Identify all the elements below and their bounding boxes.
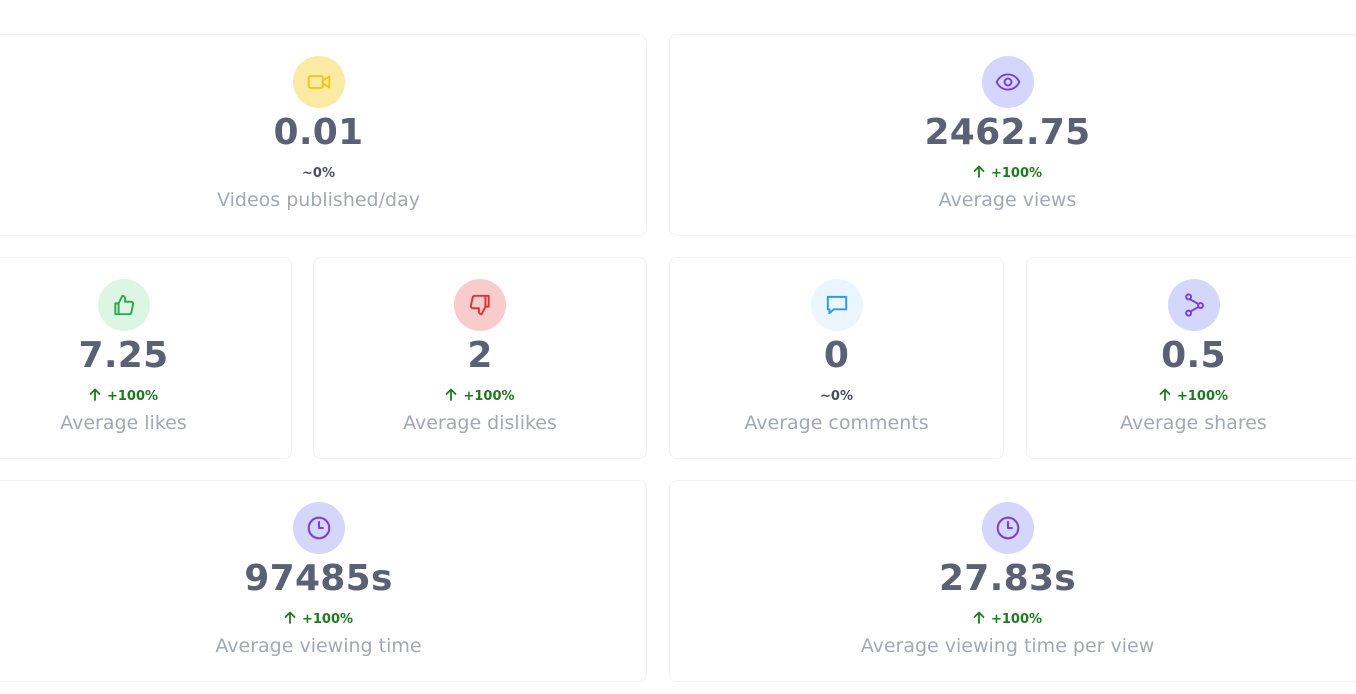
thumbs-down-icon — [454, 279, 506, 331]
arrow-up-icon — [973, 611, 985, 630]
stat-label: Average dislikes — [403, 412, 557, 434]
stat-card-average-likes: 7.25 +100% Average likes — [0, 257, 292, 459]
stat-card-videos-published: 0.01 ~0% Videos published/day — [0, 34, 647, 236]
arrow-up-icon — [89, 388, 101, 407]
stat-card-average-comments: 0 ~0% Average comments — [669, 257, 1004, 459]
arrow-up-icon — [445, 388, 457, 407]
stat-value: 0.5 — [1161, 335, 1226, 376]
stat-label: Average views — [938, 189, 1077, 211]
arrow-up-icon — [284, 611, 296, 630]
clock-icon — [292, 502, 345, 554]
stat-card-average-dislikes: 2 +100% Average dislikes — [313, 257, 647, 459]
arrow-up-icon — [1159, 388, 1171, 407]
stat-change: +100% — [670, 611, 1345, 630]
stat-value: 0.01 — [273, 112, 364, 153]
stat-change: ~0% — [302, 166, 335, 181]
stat-value: 7.25 — [78, 335, 169, 376]
stat-value: 2 — [467, 335, 493, 376]
stat-change: +100% — [314, 388, 646, 407]
stat-label: Average shares — [1120, 412, 1267, 434]
thumbs-up-icon — [97, 279, 150, 331]
stat-label: Average comments — [744, 412, 929, 434]
eye-icon — [981, 56, 1034, 108]
stat-value: 97485s — [244, 558, 393, 599]
stat-label: Videos published/day — [217, 189, 420, 211]
stat-value: 0 — [823, 335, 850, 376]
video-camera-icon — [292, 56, 345, 108]
stat-card-average-viewing-time-per-view: 27.83s +100% Average viewing time per vi… — [669, 480, 1356, 682]
stat-label: Average viewing time — [215, 635, 422, 657]
stat-card-average-shares: 0.5 +100% Average shares — [1026, 257, 1356, 459]
clock-icon — [981, 502, 1034, 554]
arrow-up-icon — [973, 165, 985, 184]
stat-value: 2462.75 — [924, 112, 1091, 153]
stat-label: Average likes — [60, 412, 187, 434]
stat-value: 27.83s — [938, 558, 1077, 599]
stat-label: Average viewing time per view — [860, 635, 1155, 657]
stat-change: +100% — [0, 388, 291, 407]
comment-icon — [810, 279, 863, 331]
stat-card-average-viewing-time: 97485s +100% Average viewing time — [0, 480, 647, 682]
stat-card-average-views: 2462.75 +100% Average views — [669, 34, 1356, 236]
share-icon — [1167, 279, 1220, 331]
stat-change: ~0% — [820, 389, 853, 404]
stat-change: +100% — [1027, 388, 1356, 407]
stat-change: +100% — [670, 165, 1345, 184]
stat-change: +100% — [0, 611, 646, 630]
